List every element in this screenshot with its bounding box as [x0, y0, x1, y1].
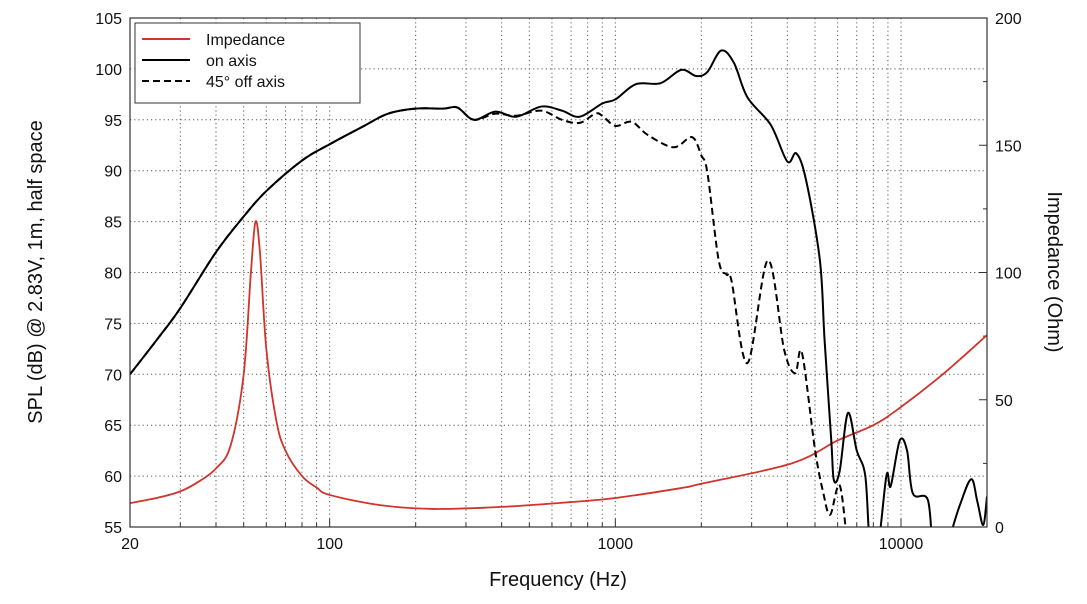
- series-line-impedance: [130, 220, 987, 510]
- series-line-45-off-axis: [130, 105, 847, 527]
- y-tick-label: 65: [104, 418, 122, 435]
- y-tick-label: 95: [104, 113, 122, 130]
- legend-label: Impedance: [206, 32, 285, 49]
- y-tick-label: 70: [104, 367, 122, 384]
- y2-tick-label: 0: [995, 520, 1004, 537]
- y-tick-label: 85: [104, 215, 122, 232]
- y2-tick-label: 150: [995, 138, 1022, 155]
- x-tick-label: 10000: [879, 536, 924, 553]
- y-tick-label: 55: [104, 520, 122, 537]
- plot-frame: [129, 17, 988, 528]
- series-lines: [130, 49, 987, 527]
- legend-label: on axis: [206, 53, 257, 70]
- y2-tick-label: 200: [995, 11, 1022, 28]
- y-tick-label: 90: [104, 164, 122, 181]
- y2-axis-label: Impedance (Ohm): [1043, 191, 1065, 352]
- y2-tick-label: 50: [995, 393, 1013, 410]
- legend: Impedance on axis 45° off axis: [134, 22, 361, 104]
- x-tick-label: 1000: [598, 536, 634, 553]
- legend-label: 45° off axis: [206, 74, 285, 91]
- y-tick-label: 100: [95, 62, 122, 79]
- y-axis-label: SPL (dB) @ 2.83V, 1m, half space: [25, 120, 47, 423]
- y-tick-label: 80: [104, 266, 122, 283]
- y-tick-label: 60: [104, 469, 122, 486]
- tick-labels: 55 60 65 70 75 80 85 90 95 100 105 0 50 100 150 200 20 10…: [95, 11, 1022, 553]
- y-tick-label: 105: [95, 11, 122, 28]
- y-tick-label: 75: [104, 316, 122, 333]
- series-line-on-axis: [130, 49, 987, 527]
- y2-tick-label: 100: [995, 266, 1022, 283]
- x-tick-label: 20: [121, 536, 139, 553]
- x-tick-label: 100: [316, 536, 343, 553]
- x-axis-label: Frequency (Hz): [489, 569, 627, 591]
